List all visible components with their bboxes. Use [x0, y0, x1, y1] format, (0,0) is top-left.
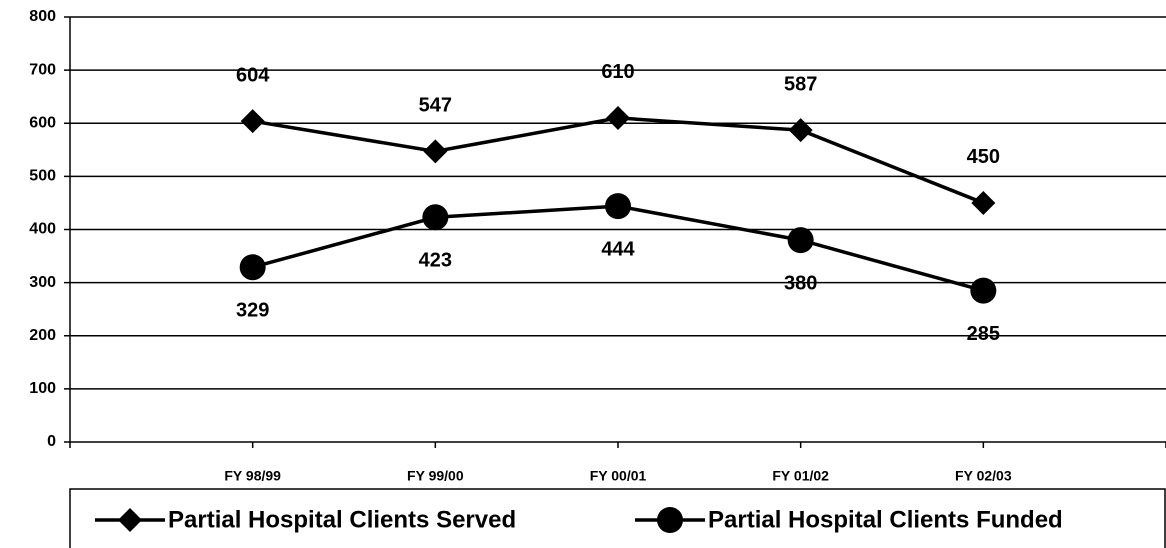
y-tick-label: 0 — [47, 433, 56, 450]
data-label: 423 — [419, 250, 452, 272]
y-tick-label: 300 — [29, 274, 56, 291]
data-label: 380 — [784, 272, 817, 294]
circle-marker — [605, 193, 631, 220]
x-tick-label: FY 98/99 — [224, 468, 281, 484]
data-label: 329 — [236, 300, 269, 322]
legend-marker — [657, 507, 683, 533]
data-label: 285 — [967, 323, 1000, 345]
circle-marker — [787, 227, 814, 254]
circle-marker — [970, 277, 997, 304]
diamond-marker — [606, 105, 630, 130]
diamond-marker — [240, 109, 265, 134]
y-tick-label: 200 — [29, 327, 56, 344]
y-tick-label: 800 — [29, 8, 56, 25]
y-tick-label: 100 — [29, 380, 56, 397]
data-label: 604 — [236, 64, 270, 86]
series-line — [252, 116, 984, 205]
data-label: 444 — [601, 238, 635, 260]
data-label: 450 — [967, 146, 1000, 168]
data-label: 610 — [601, 61, 634, 83]
circle-marker — [239, 254, 266, 281]
y-tick-label: 700 — [29, 61, 56, 78]
y-tick-label: 500 — [29, 168, 56, 185]
data-label: 547 — [419, 95, 452, 117]
diamond-marker — [423, 139, 448, 164]
circle-marker — [422, 204, 449, 231]
legend-marker — [118, 508, 142, 532]
legend-box — [69, 488, 1166, 548]
x-tick-label: FY 00/01 — [590, 468, 647, 484]
y-tick-label: 400 — [29, 221, 56, 238]
x-tick-label: FY 02/03 — [955, 468, 1012, 484]
data-label: 587 — [784, 73, 817, 95]
diamond-marker — [971, 190, 996, 215]
diamond-marker — [788, 118, 813, 143]
legend-label: Partial Hospital Clients Served — [168, 506, 516, 533]
x-tick-label: FY 01/02 — [772, 468, 829, 484]
x-tick-label: FY 99/00 — [407, 468, 464, 484]
legend-label: Partial Hospital Clients Funded — [708, 506, 1063, 533]
y-tick-label: 600 — [29, 114, 56, 131]
